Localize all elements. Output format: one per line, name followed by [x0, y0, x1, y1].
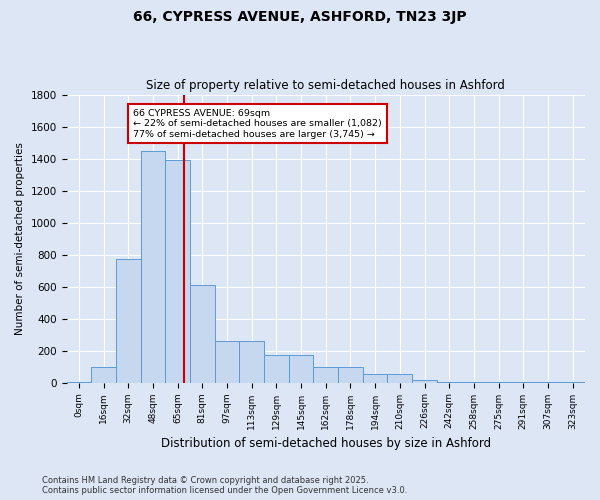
- Bar: [239, 341, 264, 382]
- Bar: [412, 380, 437, 382]
- X-axis label: Distribution of semi-detached houses by size in Ashford: Distribution of semi-detached houses by …: [161, 437, 491, 450]
- Text: 66, CYPRESS AVENUE, ASHFORD, TN23 3JP: 66, CYPRESS AVENUE, ASHFORD, TN23 3JP: [133, 10, 467, 24]
- Title: Size of property relative to semi-detached houses in Ashford: Size of property relative to semi-detach…: [146, 79, 505, 92]
- Text: Contains HM Land Registry data © Crown copyright and database right 2025.
Contai: Contains HM Land Registry data © Crown c…: [42, 476, 407, 495]
- Y-axis label: Number of semi-detached properties: Number of semi-detached properties: [15, 142, 25, 335]
- Bar: [313, 368, 338, 382]
- Bar: [165, 160, 190, 382]
- Bar: [338, 368, 363, 382]
- Bar: [116, 260, 140, 382]
- Bar: [190, 285, 215, 382]
- Bar: [363, 374, 388, 382]
- Bar: [264, 354, 289, 382]
- Bar: [388, 374, 412, 382]
- Bar: [289, 354, 313, 382]
- Bar: [91, 368, 116, 382]
- Bar: [140, 150, 165, 382]
- Text: 66 CYPRESS AVENUE: 69sqm
← 22% of semi-detached houses are smaller (1,082)
77% o: 66 CYPRESS AVENUE: 69sqm ← 22% of semi-d…: [133, 109, 382, 139]
- Bar: [215, 341, 239, 382]
